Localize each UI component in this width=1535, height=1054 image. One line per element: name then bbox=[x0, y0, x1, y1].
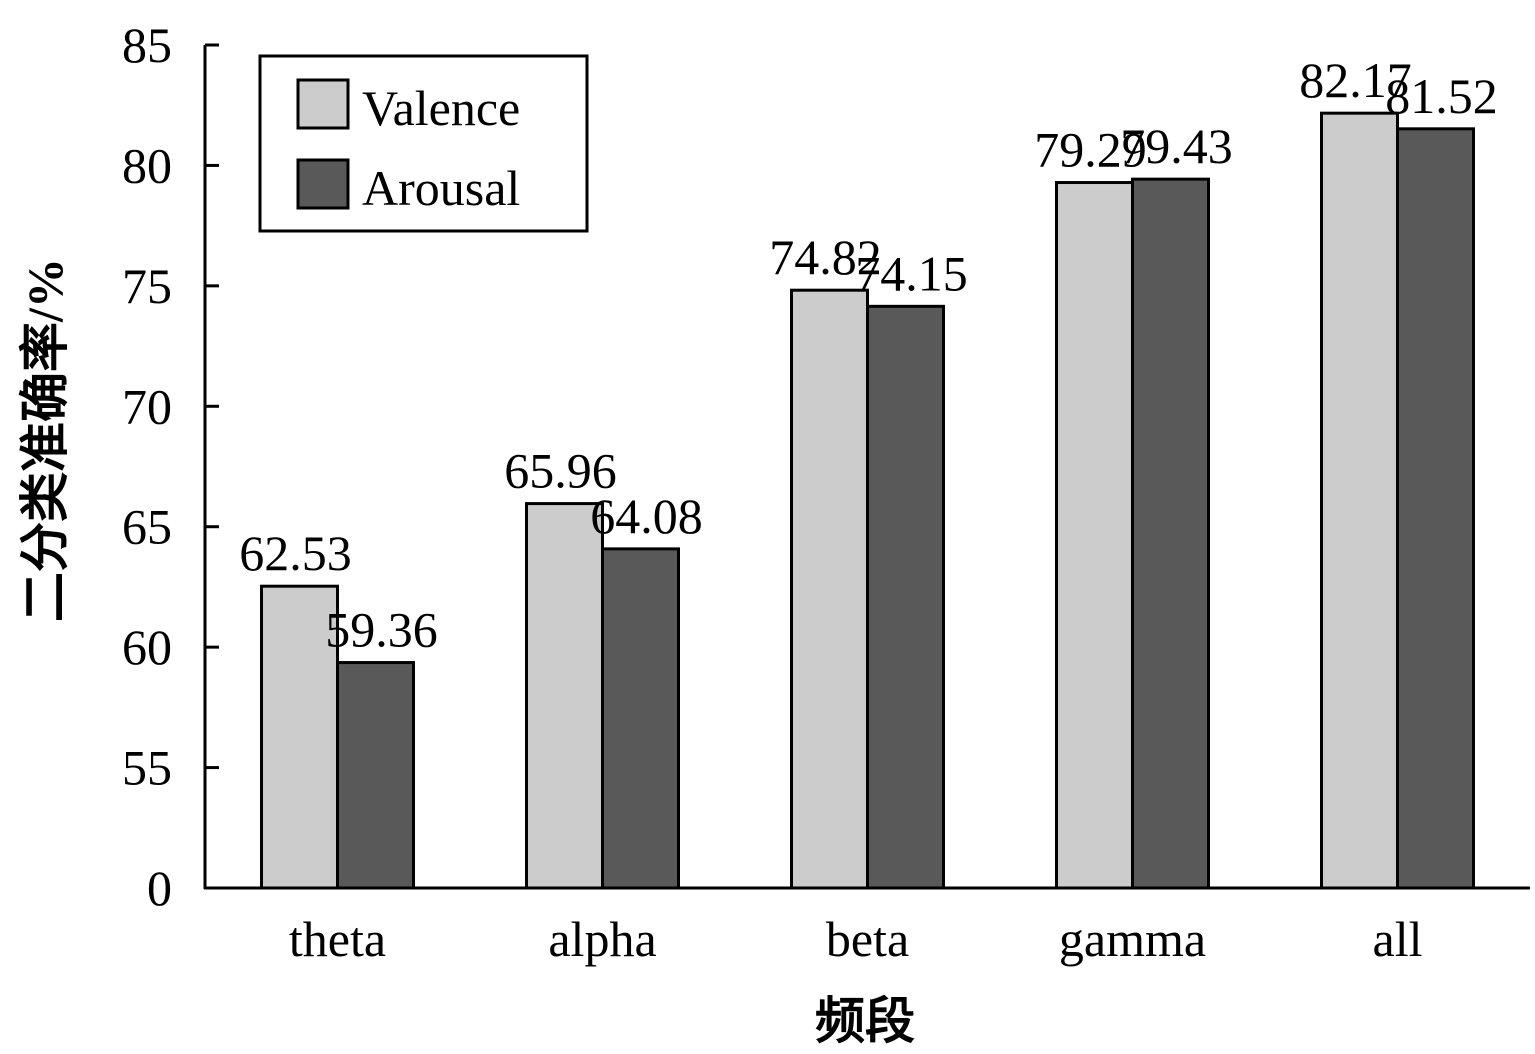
data-label-arousal-alpha: 64.08 bbox=[590, 488, 703, 544]
x-categories-group: theta alpha beta gamma all bbox=[289, 911, 1423, 967]
y-axis-title: 二分类准确率/% bbox=[17, 258, 73, 622]
y-ticks-group: 0 55 60 65 70 75 80 85 bbox=[122, 17, 219, 916]
y-tick-label-0: 0 bbox=[147, 860, 172, 916]
bar-valence-all bbox=[1320, 111, 1399, 890]
y-tick-label-80: 80 bbox=[122, 137, 172, 193]
legend-swatch-arousal bbox=[296, 158, 350, 210]
legend-label-arousal: Arousal bbox=[362, 160, 520, 216]
data-label-arousal-beta: 74.15 bbox=[855, 245, 968, 301]
data-label-arousal-theta: 59.36 bbox=[325, 602, 438, 658]
data-label-valence-alpha: 65.96 bbox=[504, 443, 617, 499]
axes-group bbox=[203, 45, 1530, 890]
bar-valence-gamma bbox=[1055, 181, 1134, 890]
x-tick-label-gamma: gamma bbox=[1059, 911, 1206, 967]
bar-arousal-beta bbox=[866, 304, 945, 890]
data-label-valence-beta: 74.82 bbox=[769, 229, 882, 285]
legend-swatch-valence bbox=[296, 78, 350, 130]
bar-arousal-alpha bbox=[601, 547, 680, 890]
y-tick-label-55: 55 bbox=[122, 740, 172, 796]
data-label-valence-all: 82.17 bbox=[1299, 52, 1412, 108]
bar-arousal-gamma bbox=[1131, 177, 1210, 890]
x-tick-label-theta: theta bbox=[289, 911, 386, 967]
x-tick-label-alpha: alpha bbox=[548, 911, 656, 967]
bar-arousal-theta bbox=[336, 661, 415, 890]
data-label-arousal-all: 81.52 bbox=[1385, 68, 1498, 124]
y-tick-label-70: 70 bbox=[122, 378, 172, 434]
bar-valence-alpha bbox=[525, 502, 604, 890]
bar-valence-theta bbox=[260, 584, 339, 890]
data-label-valence-theta: 62.53 bbox=[239, 525, 352, 581]
bar-arousal-all bbox=[1396, 127, 1475, 890]
y-tick-label-60: 60 bbox=[122, 619, 172, 675]
x-tick-label-all: all bbox=[1373, 911, 1423, 967]
data-label-valence-gamma: 79.29 bbox=[1034, 122, 1147, 178]
bar-valence-beta bbox=[790, 288, 869, 890]
x-axis-title: 频段 bbox=[815, 993, 915, 1049]
y-tick-label-85: 85 bbox=[122, 17, 172, 73]
legend: Valence Arousal bbox=[258, 54, 589, 233]
y-tick-label-75: 75 bbox=[122, 258, 172, 314]
y-tick-label-65: 65 bbox=[122, 499, 172, 555]
legend-label-valence: Valence bbox=[362, 80, 520, 136]
data-label-arousal-gamma: 79.43 bbox=[1120, 118, 1233, 174]
x-tick-label-beta: beta bbox=[826, 911, 909, 967]
bars-group bbox=[260, 111, 1475, 890]
